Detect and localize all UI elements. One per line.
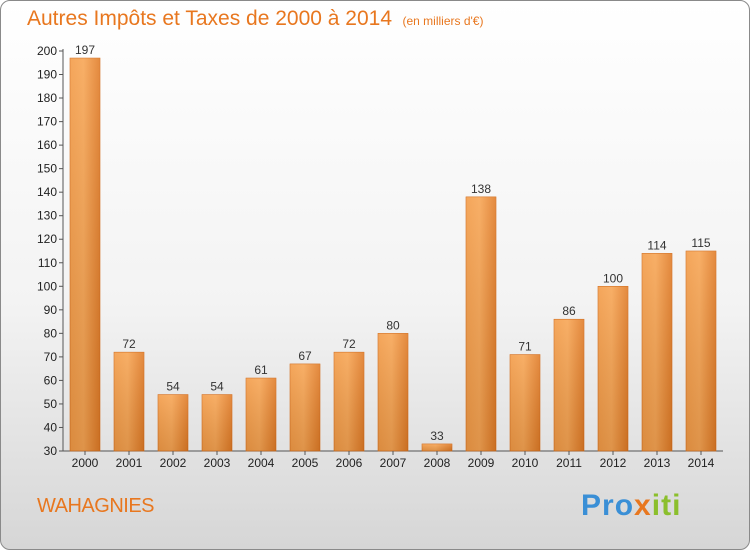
data-label: 54 — [210, 380, 224, 394]
bar-shade — [686, 251, 716, 451]
data-label: 72 — [342, 337, 356, 351]
logo-letter: x — [634, 489, 652, 522]
bar-shade — [642, 253, 672, 451]
x-tick-label: 2008 — [424, 456, 451, 470]
y-tick-label: 60 — [44, 373, 58, 387]
chart-unit: (en milliers d'€) — [402, 14, 484, 28]
data-label: 114 — [647, 238, 666, 252]
data-label: 71 — [518, 340, 532, 354]
y-tick-label: 90 — [44, 303, 58, 317]
x-tick-label: 2002 — [160, 456, 187, 470]
bar-shade — [510, 354, 540, 451]
y-tick-label: 130 — [37, 209, 57, 223]
data-label: 33 — [430, 429, 444, 443]
bar-shade — [466, 196, 496, 451]
y-tick-label: 50 — [44, 397, 58, 411]
x-tick-label: 2001 — [116, 456, 143, 470]
proxiti-logo: Proxiti — [581, 489, 681, 523]
y-tick-label: 190 — [37, 68, 57, 82]
logo-letter: P — [581, 489, 603, 522]
bar-shade — [158, 394, 188, 451]
x-tick-label: 2006 — [336, 456, 363, 470]
bar-shade — [334, 352, 364, 451]
y-tick-label: 140 — [37, 185, 57, 199]
commune-name: WAHAGNIES — [37, 495, 155, 517]
data-label: 138 — [471, 182, 491, 196]
data-label: 100 — [603, 271, 623, 285]
chart-title-text: Autres Impôts et Taxes de 2000 à 2014 — [27, 7, 393, 30]
x-tick-label: 2000 — [72, 456, 99, 470]
chart-title: Autres Impôts et Taxes de 2000 à 2014 (e… — [27, 7, 483, 31]
data-label: 67 — [298, 349, 312, 363]
x-tick-label: 2013 — [644, 456, 671, 470]
logo-letter: i — [672, 489, 682, 522]
y-tick-label: 70 — [44, 350, 58, 364]
logo-letter: r — [602, 489, 615, 522]
y-tick-label: 180 — [37, 91, 57, 105]
data-label: 61 — [254, 363, 268, 377]
x-tick-label: 2003 — [204, 456, 231, 470]
data-label: 86 — [562, 304, 576, 318]
logo-letter: o — [614, 489, 635, 522]
x-tick-label: 2005 — [292, 456, 319, 470]
y-tick-label: 40 — [44, 420, 58, 434]
bar-shade — [202, 394, 232, 451]
x-tick-label: 2012 — [600, 456, 627, 470]
bar-shade — [422, 443, 452, 451]
x-tick-label: 2007 — [380, 456, 407, 470]
x-tick-label: 2010 — [512, 456, 539, 470]
y-tick-label: 120 — [37, 232, 57, 246]
logo-letter: i — [651, 489, 662, 522]
data-label: 197 — [75, 43, 95, 57]
data-label: 54 — [166, 380, 180, 394]
logo-letter: t — [661, 489, 673, 522]
y-tick-label: 100 — [37, 279, 57, 293]
bar-shade — [246, 378, 276, 451]
bar-shade — [70, 58, 100, 451]
x-tick-label: 2009 — [468, 456, 495, 470]
bar-shade — [598, 286, 628, 451]
y-tick-label: 110 — [38, 256, 57, 270]
data-label: 80 — [386, 318, 400, 332]
bar-shade — [554, 319, 584, 451]
y-tick-label: 170 — [37, 115, 57, 129]
x-tick-label: 2014 — [688, 456, 715, 470]
bar-shade — [290, 363, 320, 451]
y-tick-label: 160 — [37, 138, 57, 152]
data-label: 115 — [691, 236, 710, 250]
data-label: 72 — [122, 337, 136, 351]
y-tick-label: 80 — [44, 326, 58, 340]
y-tick-label: 150 — [37, 162, 57, 176]
x-tick-label: 2011 — [556, 456, 582, 470]
y-tick-label: 200 — [37, 44, 57, 58]
x-tick-label: 2004 — [248, 456, 275, 470]
bar-shade — [378, 333, 408, 451]
y-tick-label: 30 — [44, 444, 58, 458]
bar-shade — [114, 352, 144, 451]
